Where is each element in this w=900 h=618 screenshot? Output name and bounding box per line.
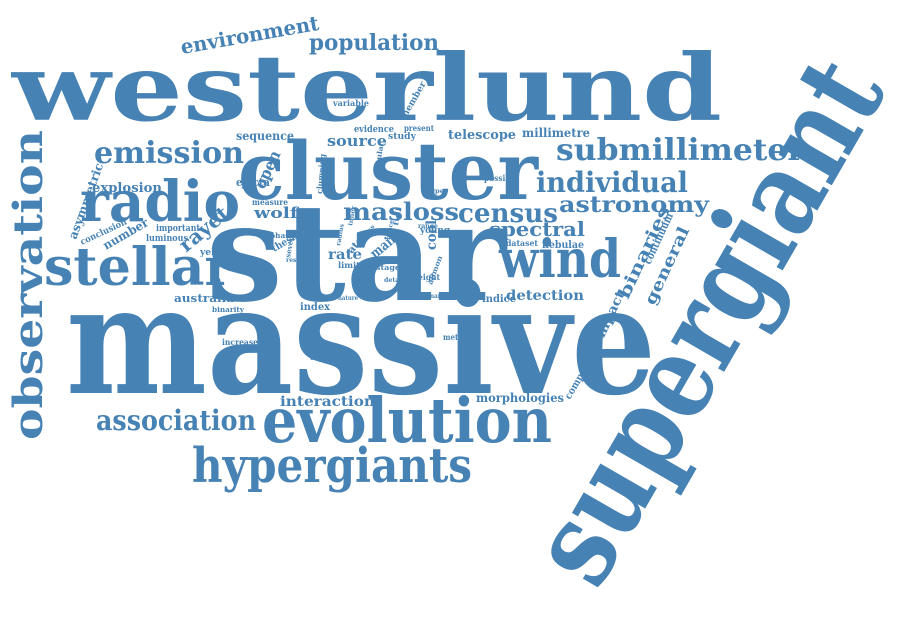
word-important: important (156, 224, 201, 234)
word-eight: eight (418, 272, 440, 282)
word-detection: detection (506, 288, 584, 304)
word-telescope: telescope (448, 128, 516, 143)
word-star: star (206, 173, 508, 332)
word-westerlund: westerlund (11, 34, 722, 142)
word-nature: nature (338, 295, 358, 302)
word-stellar: stellar (44, 237, 233, 298)
word-clumping: clumping (314, 153, 327, 194)
word-range: range (418, 223, 438, 230)
word-wind: wind (498, 229, 621, 290)
word-ejecta: ejecta (236, 176, 270, 189)
word-nebulae: nebulae (542, 240, 584, 251)
word-individual: individual (536, 166, 688, 199)
word-observation: observation (5, 130, 52, 440)
word-emission: emission (94, 136, 244, 171)
word-astronomy: astronomy (559, 192, 710, 218)
word-present: present (404, 123, 434, 133)
word-cool: cool (424, 220, 440, 250)
word-variable: variable (332, 98, 369, 108)
word-study: study (388, 132, 417, 142)
word-morphologies: morphologies (476, 391, 564, 405)
word-hence: hence (385, 219, 395, 240)
word-indice: indice (482, 294, 516, 305)
word-evolution: evolution (262, 384, 552, 457)
word-full: full (391, 207, 403, 227)
word-sequence: sequence (236, 129, 294, 143)
word-massive: massive (66, 253, 656, 429)
word-interaction: interaction (280, 394, 375, 410)
word-detail: detail (384, 277, 405, 284)
word-rate: rate (328, 247, 362, 263)
word-radio: radio (80, 169, 240, 235)
word-inner: inner (347, 205, 358, 227)
word-wolf: wolf (253, 204, 300, 222)
word-cluster: cluster (238, 124, 539, 218)
word-millimetre: millimetre (522, 126, 590, 140)
word-mas: mas (343, 197, 403, 226)
word-luminous: luminous (146, 234, 188, 244)
word-submillimeter: submillimeter (556, 133, 805, 168)
word-phase: phase (270, 231, 295, 240)
word-radius: radius (335, 223, 346, 247)
word-index: index (300, 302, 331, 313)
word-census: census (458, 199, 558, 229)
word-binary: binary (424, 293, 444, 300)
word-limit: limit (338, 260, 360, 270)
word-australia: australia (174, 292, 234, 305)
word-depend: depend (310, 352, 340, 362)
word-rare: rare (404, 277, 420, 284)
word-population: population (309, 30, 439, 56)
word-result: result (286, 257, 306, 264)
word-loss: loss (403, 197, 459, 226)
word-young: young (419, 226, 451, 236)
word-yellow: yellow (199, 248, 232, 258)
word-source: source (327, 132, 387, 150)
word-spectral: spectral (489, 217, 585, 241)
word-hypergiants: hypergiants (192, 438, 472, 494)
word-dataset: dataset (506, 238, 538, 248)
word-increase: increase (222, 337, 258, 347)
word-measure: measure (252, 197, 288, 207)
word-explosion: explosion (92, 181, 163, 196)
word-evidence: evidence (354, 125, 394, 135)
word-binarity: binarity (212, 305, 245, 314)
word-possible: possible (484, 173, 518, 183)
word-method: method (443, 332, 473, 342)
word-stage: stage (376, 263, 401, 272)
word-association: association (96, 404, 256, 437)
word-type: type (428, 188, 444, 195)
